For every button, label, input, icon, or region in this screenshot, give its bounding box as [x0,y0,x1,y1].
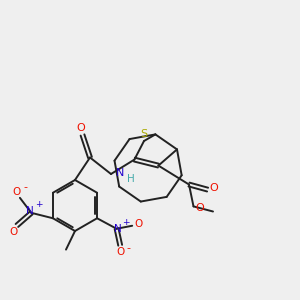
Text: +: + [35,200,43,209]
Text: S: S [140,129,147,140]
Text: O: O [9,227,17,237]
Text: O: O [76,123,85,134]
Text: N: N [116,167,124,178]
Text: O: O [12,187,20,197]
Text: H: H [127,174,134,184]
Text: +: + [122,218,130,227]
Text: O: O [210,183,219,193]
Text: O: O [135,219,143,229]
Text: -: - [23,182,27,192]
Text: O: O [196,203,205,213]
Text: O: O [116,247,124,257]
Text: -: - [127,243,130,253]
Text: N: N [26,206,34,216]
Text: N: N [114,224,122,234]
